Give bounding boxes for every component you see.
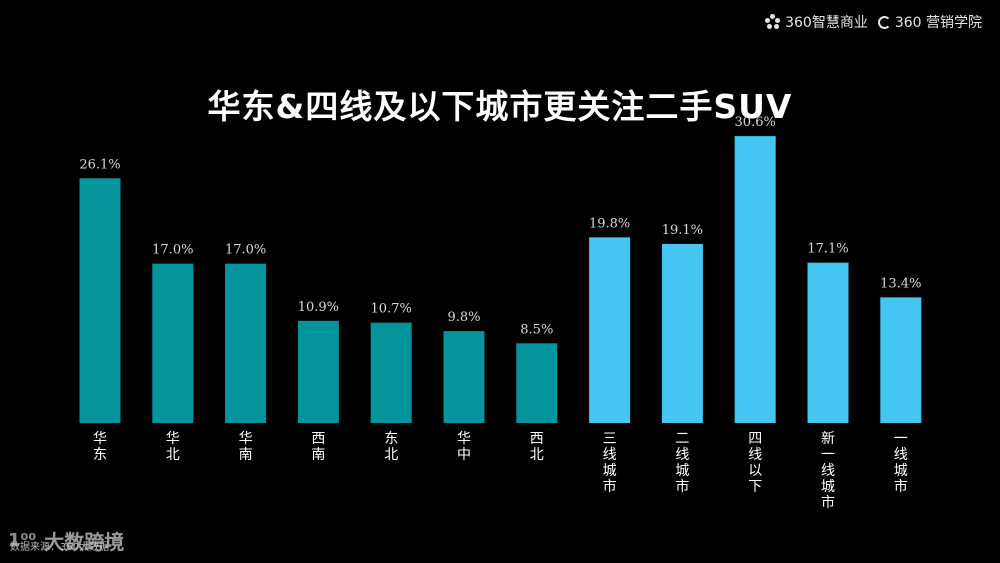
bar-4 xyxy=(370,322,412,423)
category-label-2: 华南 xyxy=(239,431,253,463)
watermark: 1⁰⁰ 大数跨境 xyxy=(8,526,124,555)
bar-value-label-6: 8.5% xyxy=(520,322,553,337)
bar-5 xyxy=(443,331,485,423)
chart-title: 华东&四线及以下城市更关注二手SUV xyxy=(207,87,793,126)
watermark-text: 大数跨境 xyxy=(44,530,125,554)
bar-7 xyxy=(589,237,631,423)
bar-value-label-1: 17.0% xyxy=(152,243,193,258)
category-label-8: 二线城市 xyxy=(675,431,689,495)
brand-360-marketing-text: 360 营销学院 xyxy=(894,15,982,31)
category-label-1: 华北 xyxy=(166,431,180,463)
bar-1 xyxy=(152,263,194,423)
bar-value-label-7: 19.8% xyxy=(589,216,630,231)
ring-icon xyxy=(877,15,891,29)
bar-2 xyxy=(225,263,267,423)
data-source: 数据来源：360大数据 xyxy=(10,542,110,553)
category-label-6: 西北 xyxy=(530,431,544,463)
bar-6 xyxy=(516,343,558,423)
brand-360-business: 360智慧商业 xyxy=(765,12,868,32)
bar-value-label-4: 10.7% xyxy=(371,302,412,317)
category-label-11: 一线城市 xyxy=(894,431,908,495)
bar-3 xyxy=(297,320,339,423)
bar-value-label-0: 26.1% xyxy=(79,157,120,172)
bar-value-label-9: 30.6% xyxy=(735,115,776,130)
bar-value-label-10: 17.1% xyxy=(807,242,848,257)
bar-11 xyxy=(880,297,922,423)
category-label-9: 四线以下 xyxy=(748,431,762,495)
flower-icon xyxy=(765,14,781,30)
bar-value-label-5: 9.8% xyxy=(447,310,480,325)
brand-360-business-text: 360智慧商业 xyxy=(785,15,868,31)
watermark-logo: 1⁰⁰ xyxy=(8,530,37,551)
bar-9 xyxy=(734,136,776,423)
category-label-7: 三线城市 xyxy=(603,431,617,495)
category-label-10: 新一线城市 xyxy=(821,431,835,511)
category-label-4: 东北 xyxy=(384,431,398,463)
bar-value-label-3: 10.9% xyxy=(298,300,339,315)
bar-value-label-2: 17.0% xyxy=(225,243,266,258)
bar-value-label-8: 19.1% xyxy=(662,223,703,238)
bar-8 xyxy=(661,243,703,423)
bar-0 xyxy=(79,178,121,423)
category-label-0: 华东 xyxy=(93,431,107,463)
category-label-5: 华中 xyxy=(457,431,471,463)
bar-value-label-11: 13.4% xyxy=(880,276,921,291)
brand-logos: 360智慧商业 360 营销学院 xyxy=(765,12,982,32)
brand-360-marketing: 360 营销学院 xyxy=(877,12,982,32)
category-label-3: 西南 xyxy=(311,431,325,463)
bar-10 xyxy=(807,262,849,423)
